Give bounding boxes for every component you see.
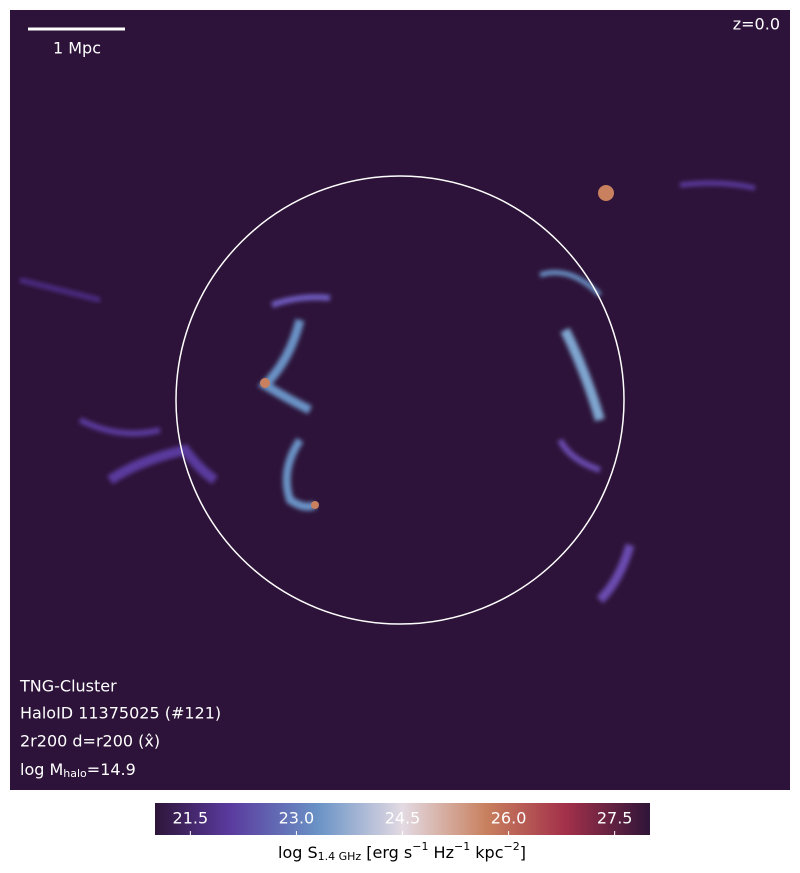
map: [10, 10, 790, 790]
colorbar: [155, 803, 650, 835]
redshift: z=0.0: [733, 15, 780, 34]
source: [260, 378, 270, 388]
tick-label: 27.5: [597, 809, 633, 828]
info-line: 2r200 d=r200 (x̂): [20, 732, 160, 751]
info-line: HaloID 11375025 (#121): [20, 704, 221, 723]
r200-circle: [175, 175, 625, 625]
emission: [19, 180, 756, 604]
info-line: TNG-Cluster: [19, 677, 117, 696]
scale-label: 1 Mpc: [53, 39, 101, 58]
info-line: log Mhalo=14.9: [20, 760, 136, 781]
tick-label: 24.5: [385, 809, 421, 828]
colorbar-label: log S1.4 GHz [erg s−1 Hz−1 kpc−2]: [278, 840, 526, 863]
source: [598, 185, 614, 201]
tick-label: 23.0: [279, 809, 315, 828]
source: [311, 501, 319, 509]
tick-label: 21.5: [173, 809, 209, 828]
tick-label: 26.0: [491, 809, 527, 828]
